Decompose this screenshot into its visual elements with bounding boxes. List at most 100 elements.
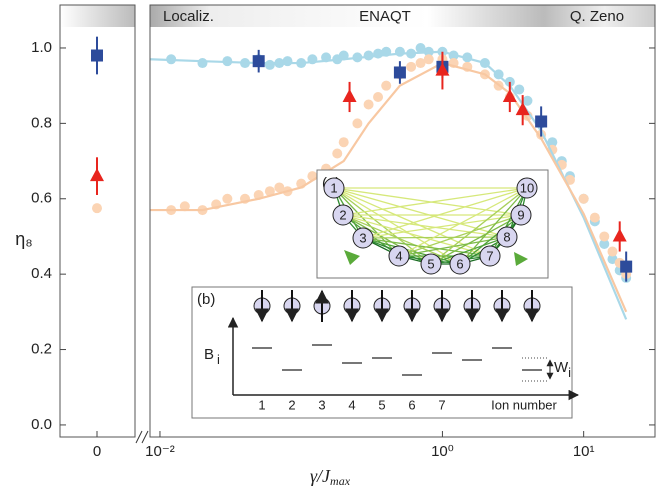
inset-b-tick: 5: [378, 397, 385, 412]
data-point: [599, 238, 610, 249]
region-label: ENAQT: [359, 8, 411, 25]
data-point: [514, 84, 525, 95]
x-axis-label-main: γ/J: [310, 466, 331, 486]
data-point: [274, 182, 285, 193]
data-point: [415, 42, 426, 53]
y-tick-label: 0.2: [31, 341, 52, 358]
data-point: [373, 91, 384, 102]
inset-b-y-label-main: B: [204, 346, 214, 363]
break-mark: [135, 430, 143, 444]
x-tick-label: 10⁻²: [145, 443, 175, 460]
ion-label: 4: [395, 248, 402, 263]
data-point: [415, 58, 426, 69]
data-point: [222, 193, 233, 204]
coupling: [430, 236, 508, 265]
region-label: Q. Zeno: [570, 8, 624, 25]
inset-b-tick: 3: [318, 397, 325, 412]
coupling: [362, 187, 528, 239]
y-axis-label: η₈: [15, 229, 32, 249]
data-point: [612, 228, 627, 242]
inset-b-x-label: Ion number: [491, 397, 557, 412]
data-point: [599, 231, 610, 242]
data-point: [338, 137, 349, 148]
x-axis-label-sub: max: [330, 474, 351, 488]
y-tick-label: 0.4: [31, 265, 52, 282]
data-point: [394, 46, 405, 57]
data-point: [535, 115, 548, 128]
coupling: [342, 214, 491, 257]
arrow-out: [514, 252, 528, 266]
ion: [449, 253, 471, 275]
data-point: [435, 62, 450, 76]
data-point: [578, 193, 589, 204]
data-point: [332, 148, 343, 159]
arrow-in: [344, 250, 360, 265]
inset-b-w-label-main: W: [554, 359, 569, 376]
x-axis-label: γ/Jmax: [310, 466, 351, 488]
data-point: [264, 186, 275, 197]
coupling: [398, 214, 522, 257]
data-point: [607, 246, 618, 257]
x-tick-label: 0: [93, 443, 101, 460]
coupling: [430, 214, 522, 265]
inset-b-w-label-sub: i: [568, 365, 571, 380]
region-band: [150, 5, 655, 27]
y-tick-label: 0.0: [31, 416, 52, 433]
region-band: [60, 5, 135, 27]
y-tick-label: 1.0: [31, 39, 52, 56]
y-tick-label: 0.8: [31, 114, 52, 131]
data-point: [252, 55, 265, 68]
x-tick-label: 10¹: [573, 443, 595, 460]
data-point: [282, 56, 293, 67]
ion-label: 6: [456, 256, 463, 271]
data-point: [179, 201, 190, 212]
coupling: [398, 187, 528, 257]
data-point: [342, 88, 357, 102]
ion: [388, 245, 410, 267]
inset-b-tick: 1: [258, 397, 265, 412]
ion: [420, 253, 442, 275]
coupling: [362, 214, 522, 239]
ion: [332, 204, 354, 226]
inset-b-label: (b): [197, 291, 215, 308]
data-point: [352, 118, 363, 129]
inset-b-w-label: Wi: [554, 359, 571, 380]
break-gap: [136, 430, 149, 444]
ion-label: 8: [503, 229, 510, 244]
y-tick-label: 0.6: [31, 190, 52, 207]
ion: [352, 227, 374, 249]
data-point: [589, 212, 600, 223]
coupling: [342, 214, 508, 238]
inset-b-tick: 4: [348, 397, 355, 412]
coupling: [430, 187, 528, 265]
ion-label: 1: [330, 180, 337, 195]
ion-label: 10: [520, 180, 534, 195]
fit-line: [150, 61, 628, 313]
ion-label: 5: [427, 256, 434, 271]
coupling: [489, 187, 528, 257]
ion-label: 7: [486, 248, 493, 263]
coupling: [459, 187, 528, 265]
region-label: Localiz.: [163, 8, 214, 25]
data-point: [91, 49, 103, 62]
coupling: [459, 214, 522, 265]
data-point: [547, 137, 558, 148]
fit-line: [149, 50, 628, 320]
ion: [516, 177, 538, 199]
break-mark: [141, 430, 149, 444]
ion-label: 3: [359, 230, 366, 245]
data-point: [515, 102, 530, 116]
ion-label: 9: [517, 207, 524, 222]
data-point: [197, 58, 208, 69]
ion: [510, 204, 532, 226]
inset-b-tick: 7: [438, 397, 445, 412]
data-point: [423, 54, 434, 65]
inset-b-tick: 6: [408, 397, 415, 412]
ion: [479, 245, 501, 267]
inset-b-y-label-sub: i: [217, 352, 220, 367]
data-point: [522, 95, 533, 106]
coupling: [333, 187, 461, 265]
